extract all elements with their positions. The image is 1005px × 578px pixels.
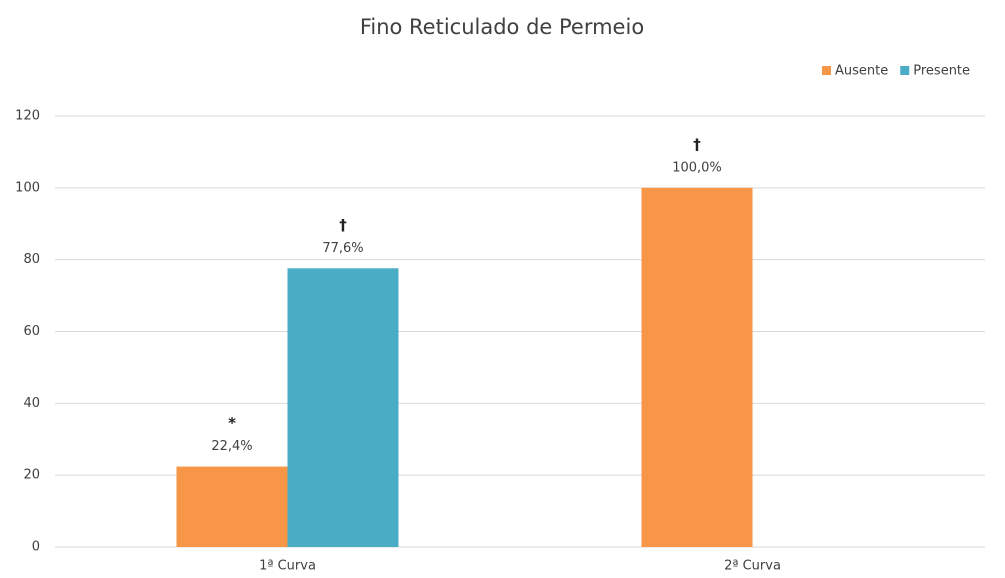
annotation: * [228,414,236,432]
y-tick-label: 60 [23,324,40,339]
chart-title: Fino Reticulado de Permeio [360,15,644,39]
y-tick-label: 40 [23,396,40,411]
data-label: 77,6% [322,241,363,256]
x-tick-label: 1ª Curva [259,559,316,574]
y-tick-label: 100 [15,180,40,195]
y-tick-label: 120 [15,109,40,124]
y-tick-label: 20 [23,468,40,483]
legend-swatch [822,66,831,75]
x-tick-label: 2ª Curva [724,559,781,574]
legend-label: Ausente [835,64,888,79]
legend-swatch [900,66,910,75]
bar [641,187,753,548]
bar [176,466,288,547]
legend-label: Presente [913,64,970,79]
bar [287,268,399,547]
data-label: 22,4% [211,439,252,454]
data-label: 100,0% [672,160,722,175]
y-tick-label: 80 [23,252,40,267]
annotation: † [339,216,347,234]
annotation: † [693,135,701,153]
y-tick-label: 0 [32,540,40,555]
